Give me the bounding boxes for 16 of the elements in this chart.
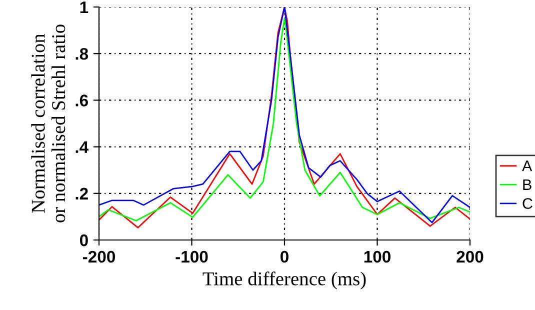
- x-tick-label: 0: [280, 250, 288, 263]
- y-tick-label: .2: [76, 188, 88, 200]
- legend-label: B: [523, 179, 532, 190]
- x-tick-label: -200: [82, 250, 115, 263]
- x-tick-label: -100: [176, 250, 208, 263]
- x-tick-label: 100: [364, 250, 390, 263]
- y-tick-label: .6: [76, 94, 88, 106]
- y-tick-label: .4: [76, 141, 88, 153]
- y-tick-label: 1: [80, 2, 88, 14]
- y-tick-label: .8: [76, 48, 88, 60]
- y-axis-title: Normalised correlation or normalised Strehl ratio: [31, 24, 66, 222]
- legend-label: C: [522, 198, 532, 209]
- x-tick-label: 200: [456, 250, 484, 263]
- legend-label: A: [522, 160, 532, 172]
- y-tick-label: 0: [80, 234, 88, 246]
- x-axis-title: Time difference (ms): [202, 272, 366, 290]
